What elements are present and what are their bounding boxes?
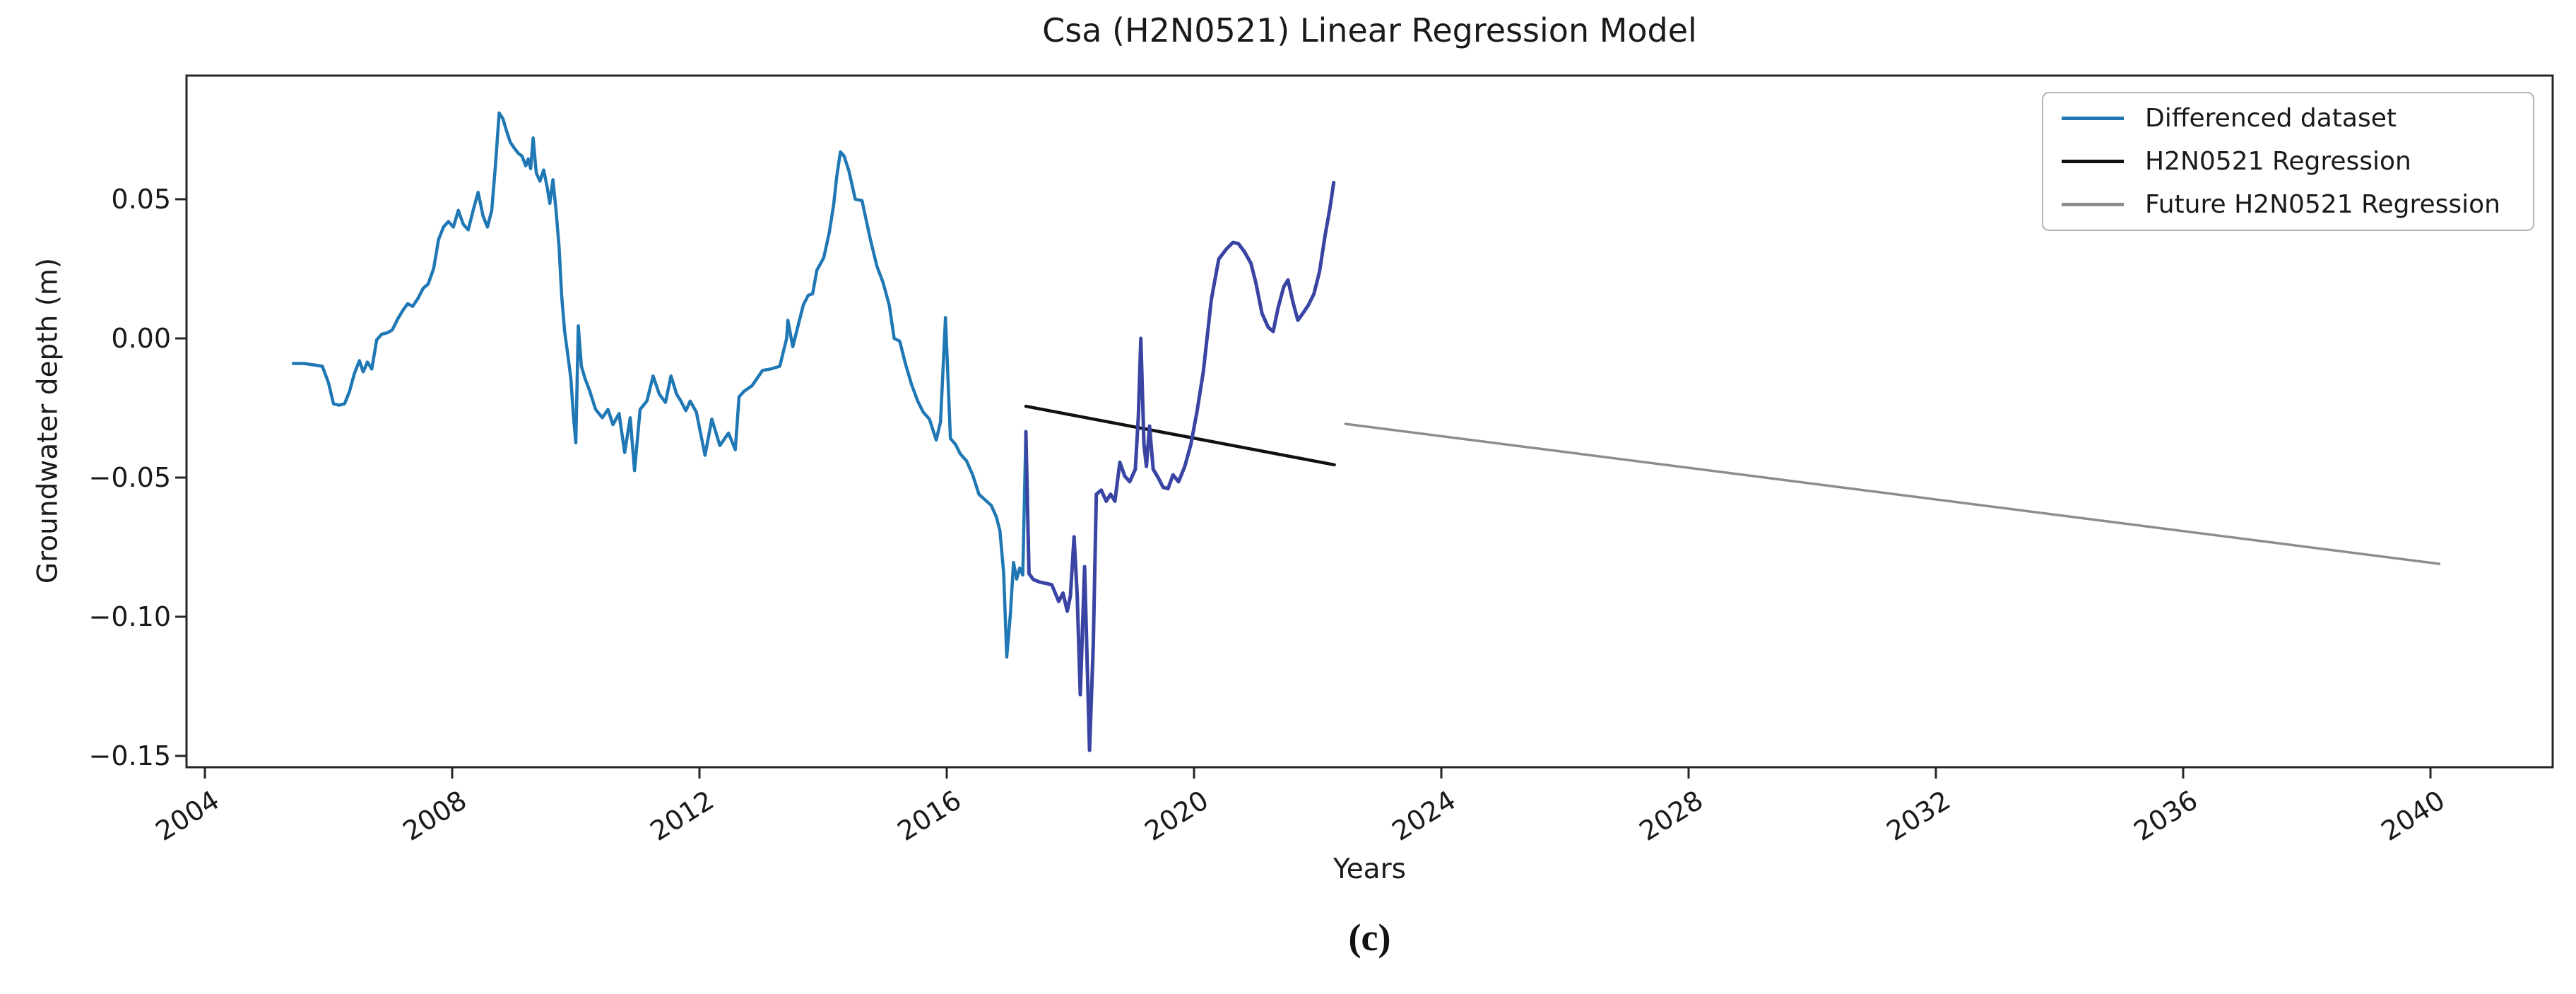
series-line-1 — [291, 111, 1028, 659]
y-tick-label: 0.05 — [111, 184, 171, 215]
y-tick-label: 0.00 — [111, 323, 171, 354]
legend: Differenced dataset H2N0521 Regression Fut… — [2042, 92, 2534, 231]
legend-line-swatch — [2062, 160, 2124, 163]
legend-entry: Future H2N0521 Regression — [2043, 183, 2533, 226]
y-tick-label: −0.15 — [88, 740, 171, 771]
legend-label: Differenced dataset — [2145, 104, 2397, 133]
legend-entry: Differenced dataset — [2043, 97, 2533, 140]
series-line-4 — [1344, 422, 2441, 565]
legend-entry: H2N0521 Regression — [2043, 140, 2533, 183]
legend-label: Future H2N0521 Regression — [2145, 190, 2500, 219]
series-line-2 — [1024, 180, 1336, 752]
legend-line-swatch — [2062, 117, 2124, 120]
series-line-3 — [1024, 404, 1336, 467]
x-axis-label: Years — [1333, 853, 1406, 885]
subfigure-caption: (c) — [1348, 916, 1391, 959]
legend-line-swatch — [2062, 203, 2124, 206]
y-tick-label: −0.10 — [88, 601, 171, 632]
chart-title: Csa (H2N0521) Linear Regression Model — [1042, 11, 1697, 49]
y-tick-label: −0.05 — [88, 462, 171, 493]
legend-label: H2N0521 Regression — [2145, 147, 2411, 176]
axes-spines — [185, 74, 2554, 769]
